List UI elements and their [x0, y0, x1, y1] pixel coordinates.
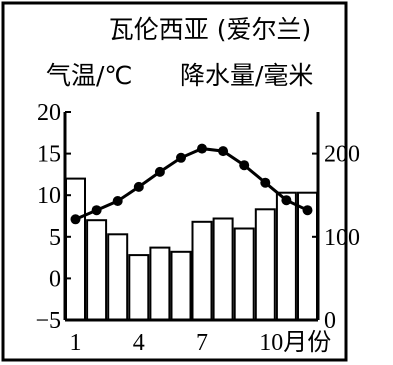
precipitation-bar	[86, 219, 108, 321]
precipitation-bar	[275, 191, 297, 321]
precipitation-bar	[149, 246, 171, 322]
chart-border	[1, 1, 348, 362]
precipitation-bar	[254, 208, 276, 321]
precipitation-bars	[65, 177, 318, 322]
temperature-point	[112, 196, 123, 206]
x-axis-tick-label: 7	[196, 330, 208, 356]
chart-axes	[63, 111, 320, 322]
temperature-point	[260, 177, 271, 188]
x-axis-tick-label: 4	[133, 330, 145, 356]
precipitation-bar	[107, 233, 129, 321]
precipitation-bar	[212, 217, 234, 321]
temperature-point	[91, 205, 102, 216]
temperature-point	[154, 166, 165, 177]
temperature-point	[176, 152, 186, 163]
temperature-point	[70, 214, 81, 225]
precipitation-bar	[65, 177, 86, 321]
left-axis-tick-label: −5	[35, 308, 61, 334]
x-axis-tick-label: 1	[70, 330, 82, 356]
right-axis-tick-label: 200	[324, 142, 360, 168]
precipitation-bar	[233, 227, 255, 321]
temperature-series	[70, 143, 313, 225]
left-axis-tick-label: 10	[37, 183, 61, 209]
precipitation-bar	[170, 250, 192, 321]
chart-title: 瓦伦西亚 (爱尔兰)	[109, 15, 311, 44]
temperature-point	[218, 146, 229, 157]
left-axis-tick-label: 0	[49, 266, 61, 292]
tick-labels: 20 15 10 5 0 −5 200 100 0 1 4 7 10月份	[35, 100, 360, 356]
temperature-point	[239, 160, 250, 171]
left-axis-label: 气温/℃	[46, 61, 133, 90]
x-axis-tick-label: 10月份	[259, 329, 331, 356]
temperature-point	[133, 181, 144, 192]
right-axis-tick-label: 100	[324, 225, 360, 251]
temperature-point	[281, 195, 292, 206]
right-axis-tick-label: 0	[324, 308, 336, 334]
left-axis-tick-label: 5	[49, 225, 61, 251]
precipitation-bar	[191, 220, 213, 321]
precipitation-bar	[128, 254, 150, 322]
temperature-point	[302, 205, 313, 216]
left-axis-tick-label: 15	[37, 142, 61, 168]
temperature-point	[197, 143, 207, 154]
left-axis-tick-label: 20	[37, 100, 61, 126]
right-axis-label: 降水量/毫米	[180, 61, 313, 90]
